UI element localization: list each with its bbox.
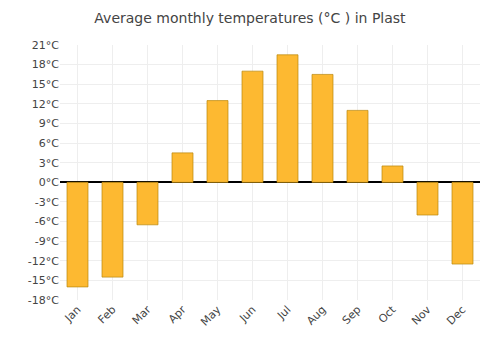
svg-text:Aug: Aug (304, 303, 328, 327)
svg-text:-9°C: -9°C (35, 235, 59, 248)
svg-text:3°C: 3°C (39, 157, 59, 170)
svg-text:Nov: Nov (409, 303, 434, 328)
svg-text:Jul: Jul (274, 303, 293, 322)
svg-text:Average monthly temperatures (: Average monthly temperatures (°C ) in Pl… (94, 10, 406, 26)
svg-text:-12°C: -12°C (28, 255, 59, 268)
svg-text:-18°C: -18°C (28, 294, 59, 307)
svg-text:9°C: 9°C (39, 117, 59, 130)
svg-text:Dec: Dec (444, 303, 468, 327)
svg-text:0°C: 0°C (39, 176, 59, 189)
svg-text:May: May (198, 303, 224, 329)
svg-text:Sep: Sep (340, 303, 364, 327)
svg-text:-6°C: -6°C (35, 215, 59, 228)
svg-text:12°C: 12°C (32, 98, 59, 111)
svg-text:Jun: Jun (236, 303, 258, 325)
svg-text:Feb: Feb (96, 303, 119, 326)
svg-text:-3°C: -3°C (35, 196, 59, 209)
svg-text:6°C: 6°C (39, 137, 59, 150)
svg-text:18°C: 18°C (32, 58, 59, 71)
svg-text:15°C: 15°C (32, 78, 59, 91)
svg-text:Apr: Apr (166, 303, 189, 326)
svg-text:-15°C: -15°C (28, 274, 59, 287)
svg-text:Oct: Oct (376, 303, 399, 326)
svg-text:21°C: 21°C (32, 39, 59, 52)
svg-text:Mar: Mar (130, 303, 154, 327)
svg-text:Jan: Jan (62, 303, 84, 325)
